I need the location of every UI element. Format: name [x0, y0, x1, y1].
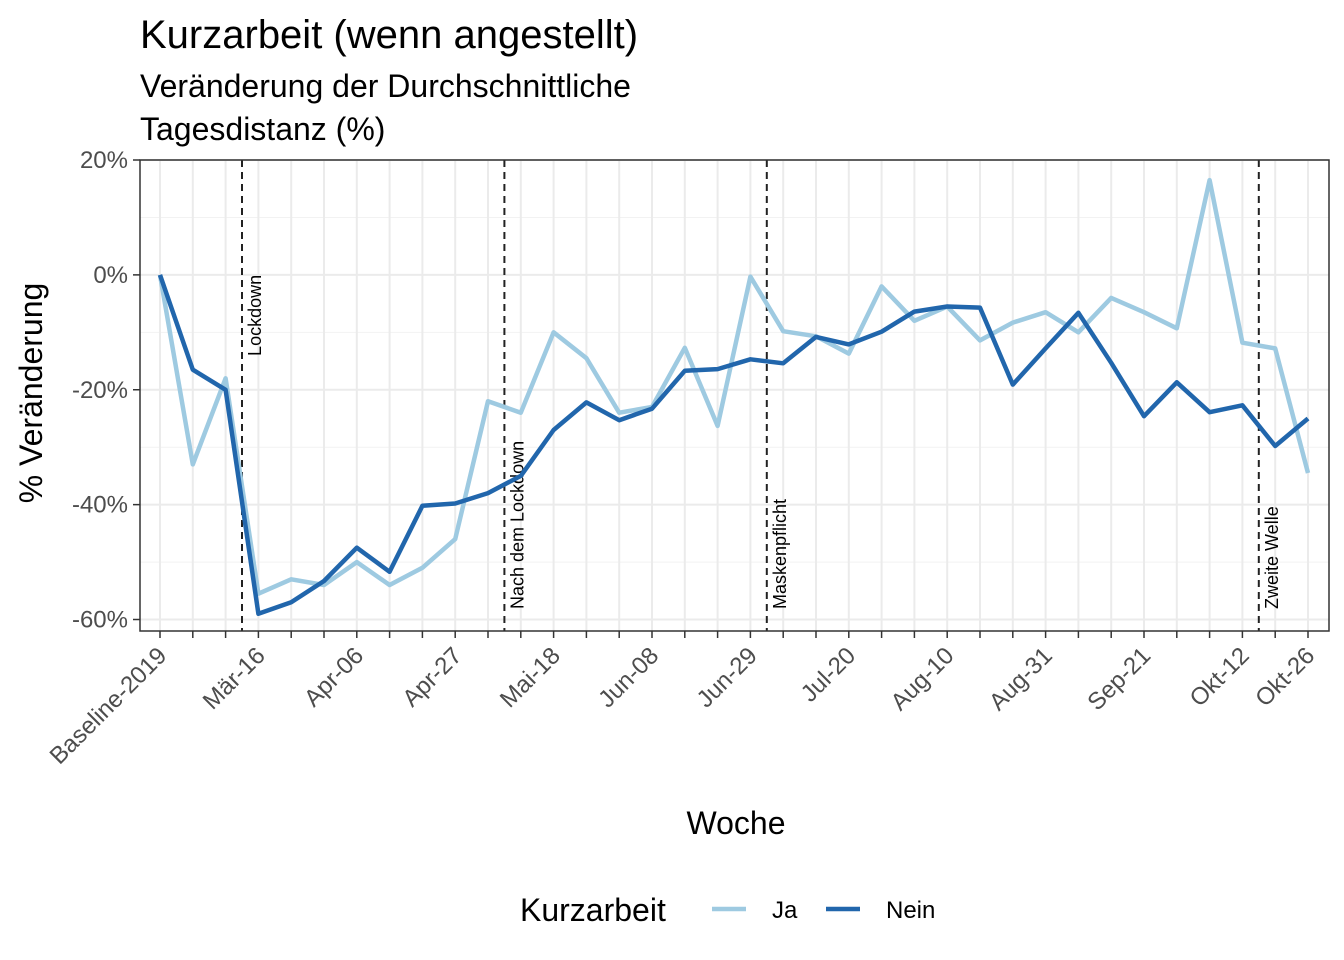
series-line-ja — [157, 177, 1311, 596]
x-tick-label: Mai-18 — [495, 642, 566, 713]
x-axis-title: Woche — [686, 805, 785, 841]
chart-subtitle-line-2: Tagesdistanz (%) — [140, 111, 385, 147]
x-tick-label: Jul-20 — [796, 642, 861, 707]
x-tick-label: Sep-21 — [1082, 642, 1156, 716]
event-label: Zweite Welle — [1262, 506, 1282, 609]
plot-area: Lockdown Nach dem Lockdown Maskenpflicht Zw… — [45, 147, 1330, 770]
event-label: Lockdown — [245, 275, 265, 356]
x-tick-label: Okt-26 — [1250, 642, 1320, 712]
chart-title: Kurzarbeit (wenn angestellt) — [140, 13, 638, 57]
series-line-nein — [157, 274, 1310, 617]
x-tick-label: Jun-29 — [692, 642, 763, 713]
x-tick-label: Aug-31 — [984, 642, 1058, 716]
y-tick-label: 0% — [93, 262, 128, 289]
chart-subtitle-line-1: Veränderung der Durchschnittliche — [140, 68, 631, 104]
legend-title: Kurzarbeit — [520, 892, 666, 928]
y-tick-label: -20% — [72, 377, 128, 404]
x-tick-label: Apr-27 — [397, 642, 467, 712]
x-tick-label: Baseline-2019 — [45, 642, 173, 770]
x-tick-label: Okt-12 — [1185, 642, 1255, 712]
y-axis-title: % Veränderung — [13, 283, 49, 504]
x-tick-label: Mär-16 — [198, 642, 271, 715]
y-tick-label: -60% — [72, 607, 128, 634]
plot-border — [139, 159, 1330, 632]
legend: Kurzarbeit Ja Nein — [520, 892, 935, 928]
x-tick-label: Jun-08 — [593, 642, 664, 713]
plot-background — [140, 160, 1329, 631]
event-label: Nach dem Lockdown — [507, 441, 527, 609]
x-tick-label: Aug-10 — [886, 642, 960, 716]
legend-label-ja: Ja — [772, 897, 798, 924]
y-tick-label: 20% — [80, 147, 128, 174]
legend-label-nein: Nein — [886, 897, 935, 924]
x-tick-label: Apr-06 — [299, 642, 369, 712]
event-label: Maskenpflicht — [770, 499, 790, 609]
y-tick-label: -40% — [72, 492, 128, 519]
